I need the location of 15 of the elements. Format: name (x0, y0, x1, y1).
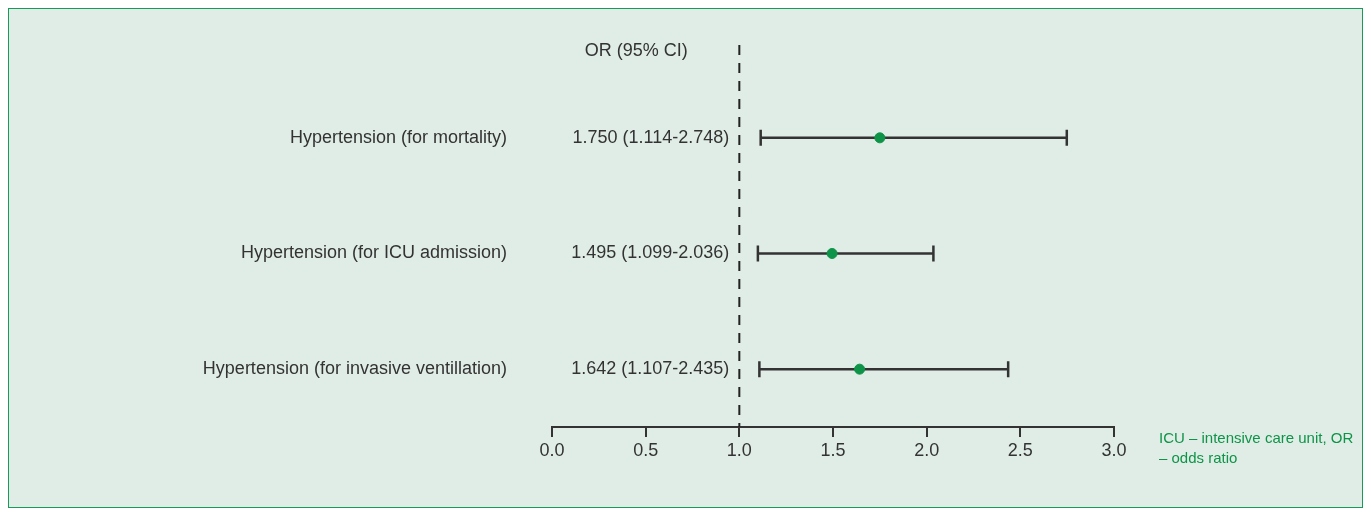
x-tick-label: 1.5 (820, 439, 846, 460)
annotation: 1.642 (1.107-2.435) (571, 358, 730, 379)
x-tick-label: 2.5 (1007, 439, 1033, 460)
x-tick-label: 0.5 (633, 439, 659, 460)
x-tick-label: 3.0 (1101, 439, 1127, 460)
y-tick-label: Hypertension (for invasive ventillation) (202, 358, 507, 379)
x-tick-label: 1.0 (726, 439, 752, 460)
x-tick-label: 2.0 (914, 439, 940, 460)
y-tick-label: Hypertension (for mortality) (289, 126, 507, 147)
annotation: 1.495 (1.099-2.036) (571, 242, 730, 263)
text: ICU – intensive care unit, OR – odds ratio (1159, 429, 1354, 467)
annotation: OR (95% CI) (584, 39, 688, 60)
y-tick-label: Hypertension (for ICU admission) (240, 242, 507, 263)
x-tick-label: 0.0 (539, 439, 565, 460)
annotation: 1.750 (1.114-2.748) (572, 126, 730, 147)
